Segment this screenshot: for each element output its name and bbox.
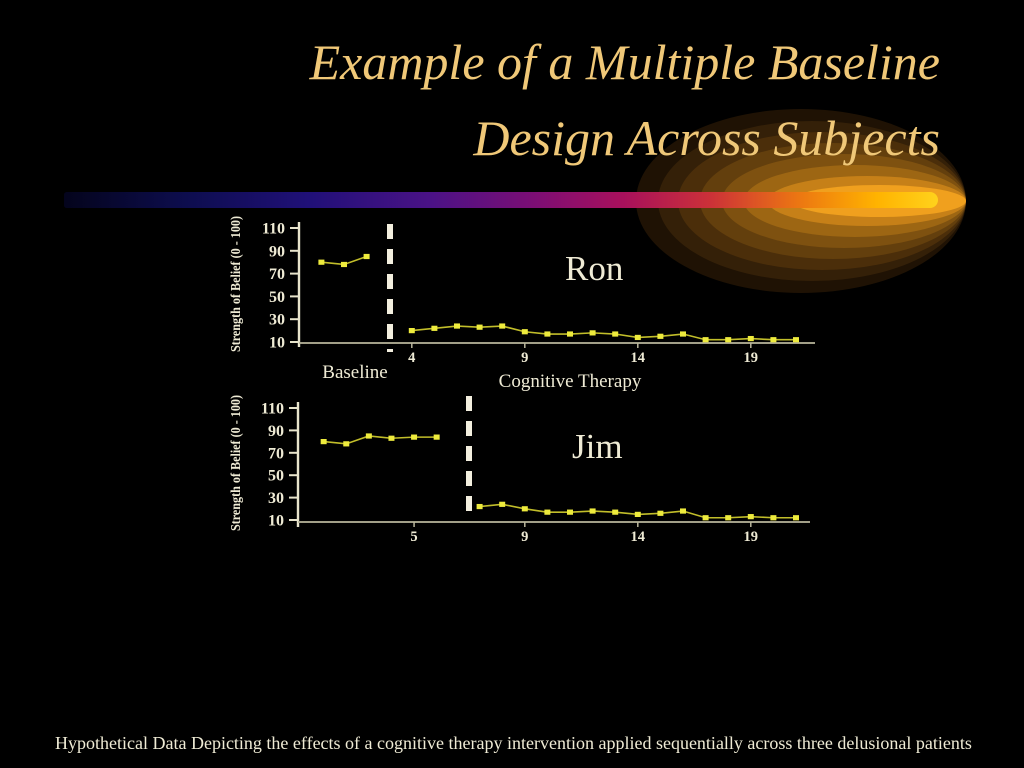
jim-chart: 110 90 70 50 30 10 5 9 14 19 Jim Strength of Belief… [228,395,810,545]
data-point-marker [431,325,438,331]
subject-label: Jim [572,427,623,466]
data-point-marker [365,433,372,439]
data-point-marker [433,434,440,440]
data-point-marker [770,515,777,521]
data-point-marker [320,439,327,445]
slide-title-line2: Design Across Subjects [473,110,940,166]
data-point-marker [567,509,573,515]
data-point-marker [725,515,732,521]
cognitive-therapy-phase-label: Cognitive Therapy [498,371,642,392]
data-point-marker [476,503,483,510]
data-point-marker [702,337,709,343]
y-tick-label: 110 [262,221,285,238]
data-point-marker [521,506,528,512]
data-point-marker [770,337,777,343]
y-tick-label: 90 [268,423,284,440]
data-point-marker [657,333,664,339]
treatment-data-line [411,325,796,341]
y-tick-label: 70 [268,445,284,462]
data-point-marker [567,331,573,337]
data-point-marker [680,331,686,337]
decorative-gradient-bar [64,192,938,208]
data-point-marker [343,441,350,447]
baseline-phase-label: Baseline [322,362,388,383]
x-tick-label: 19 [744,529,759,545]
data-point-marker [612,509,619,515]
data-point-marker [657,510,664,516]
slide-title-line1: Example of a Multiple Baseline [309,34,940,90]
x-tick-label: 14 [631,350,646,366]
data-point-marker [725,337,732,343]
y-axis-title: Strength of Belief (0 - 100) [228,216,243,352]
data-point-marker [318,259,325,265]
y-tick-label: 110 [261,401,284,418]
data-point-marker [341,261,347,268]
x-tick-label: 9 [521,529,528,545]
data-point-marker [499,323,506,329]
y-tick-label: 50 [268,468,284,485]
data-point-marker [589,330,596,336]
x-tick-label: 9 [521,350,528,366]
data-point-marker [680,508,686,514]
data-point-marker [634,334,641,341]
y-tick-label: 10 [269,335,285,352]
data-point-marker [499,501,506,507]
data-point-marker [454,323,460,329]
baseline-data-line [323,435,437,445]
slide-title: Example of a Multiple Baseline Design Acr… [310,24,940,176]
y-tick-label: 30 [269,312,285,329]
data-point-marker [476,324,483,330]
data-point-marker [589,508,596,514]
data-point-marker [363,253,370,260]
data-point-marker [408,328,415,334]
data-point-marker [634,511,641,517]
x-tick-label: 5 [410,529,417,545]
y-tick-label: 70 [269,266,285,283]
data-point-marker [793,515,799,521]
data-point-marker [521,329,528,335]
y-axis-title: Strength of Belief (0 - 100) [228,395,243,531]
data-point-marker [544,331,551,337]
y-tick-label: 90 [269,243,285,260]
y-tick-label: 30 [268,490,284,507]
data-point-marker [544,509,551,515]
x-tick-label: 4 [408,350,415,366]
ron-chart: 110 90 70 50 30 10 4 9 14 19 Ron Strength of Belief… [228,216,815,366]
slide-caption: Hypothetical Data Depicting the effects … [55,733,972,753]
y-tick-label: 10 [268,513,284,530]
data-point-marker [747,335,754,342]
data-point-marker [702,515,709,521]
data-point-marker [612,331,619,337]
data-point-marker [793,337,799,343]
y-tick-label: 50 [269,289,285,306]
data-point-marker [388,435,395,441]
x-tick-label: 19 [744,350,759,366]
data-point-marker [747,514,754,520]
data-point-marker [411,434,418,440]
subject-label: Ron [565,249,623,288]
x-tick-label: 14 [631,529,646,545]
